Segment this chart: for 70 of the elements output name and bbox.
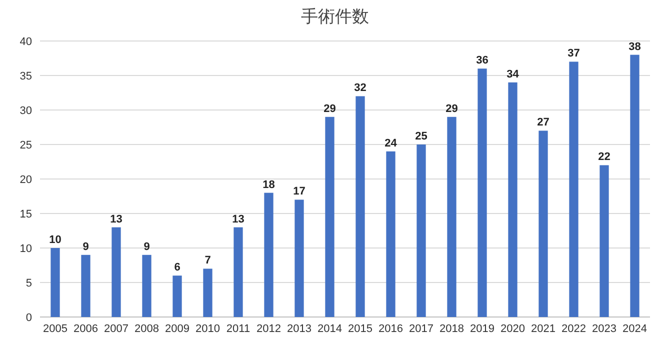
data-label: 25 xyxy=(415,130,428,142)
data-label: 38 xyxy=(628,40,641,53)
y-tick-label: 0 xyxy=(26,312,32,324)
data-label: 37 xyxy=(568,48,580,60)
bar xyxy=(325,116,334,317)
data-label: 7 xyxy=(204,254,211,267)
y-tick-label: 20 xyxy=(20,174,32,186)
bar xyxy=(447,116,456,317)
data-label: 36 xyxy=(476,54,488,67)
y-tick-label: 5 xyxy=(26,278,32,290)
y-tick-label: 35 xyxy=(20,70,32,82)
chart-title: 手術件数 xyxy=(301,7,369,26)
bar xyxy=(538,130,548,317)
x-tick-label: 2010 xyxy=(196,323,220,335)
data-label: 9 xyxy=(82,240,89,253)
bar xyxy=(356,96,365,317)
x-tick-label: 2008 xyxy=(134,323,159,335)
x-tick-label: 2013 xyxy=(287,323,312,335)
x-tick-label: 2021 xyxy=(531,323,556,335)
data-label: 32 xyxy=(354,82,366,94)
bar xyxy=(142,254,152,317)
x-tick-label: 2012 xyxy=(256,323,281,335)
x-tick-label: 2014 xyxy=(318,323,342,335)
data-label: 34 xyxy=(506,68,520,80)
x-tick-label: 2009 xyxy=(165,323,190,335)
y-tick-label: 15 xyxy=(20,208,32,220)
x-tick-label: 2006 xyxy=(74,323,98,335)
y-tick-label: 40 xyxy=(20,36,32,48)
x-tick-label: 2023 xyxy=(592,323,616,335)
x-tick-label: 2020 xyxy=(500,323,525,335)
data-label: 6 xyxy=(174,262,180,274)
data-label: 27 xyxy=(537,116,550,129)
x-tick-label: 2005 xyxy=(43,323,68,335)
bar xyxy=(600,165,609,317)
data-label: 17 xyxy=(293,186,306,198)
bar xyxy=(386,151,396,317)
bar xyxy=(630,54,640,317)
x-tick-label: 2019 xyxy=(470,323,494,335)
data-label: 29 xyxy=(446,102,458,115)
data-label: 24 xyxy=(384,137,398,150)
bar xyxy=(264,192,274,317)
x-tick-label: 2017 xyxy=(409,323,434,335)
y-tick-label: 25 xyxy=(20,140,32,152)
data-label: 22 xyxy=(598,151,610,164)
bar xyxy=(416,144,426,317)
y-tick-label: 10 xyxy=(20,243,32,255)
data-label: 13 xyxy=(110,213,122,226)
bar xyxy=(81,254,90,317)
data-label: 18 xyxy=(262,178,275,191)
data-label: 10 xyxy=(49,234,62,246)
x-tick-label: 2016 xyxy=(378,323,403,335)
data-label: 29 xyxy=(324,102,336,115)
bar xyxy=(50,248,60,317)
bar xyxy=(234,227,243,317)
data-label: 13 xyxy=(232,213,244,226)
bar xyxy=(172,276,182,317)
bar xyxy=(508,82,518,317)
bar xyxy=(203,268,212,317)
x-tick-label: 2024 xyxy=(622,323,647,335)
x-tick-label: 2015 xyxy=(348,323,372,335)
bar xyxy=(294,200,304,317)
x-tick-label: 2018 xyxy=(440,323,464,335)
y-tick-label: 30 xyxy=(20,105,32,117)
x-tick-label: 2007 xyxy=(104,323,128,335)
bar xyxy=(112,227,121,317)
x-tick-label: 2022 xyxy=(562,323,586,335)
x-tick-label: 2011 xyxy=(226,323,250,335)
bar xyxy=(478,68,487,317)
data-label: 9 xyxy=(144,240,150,253)
bar xyxy=(569,62,578,317)
